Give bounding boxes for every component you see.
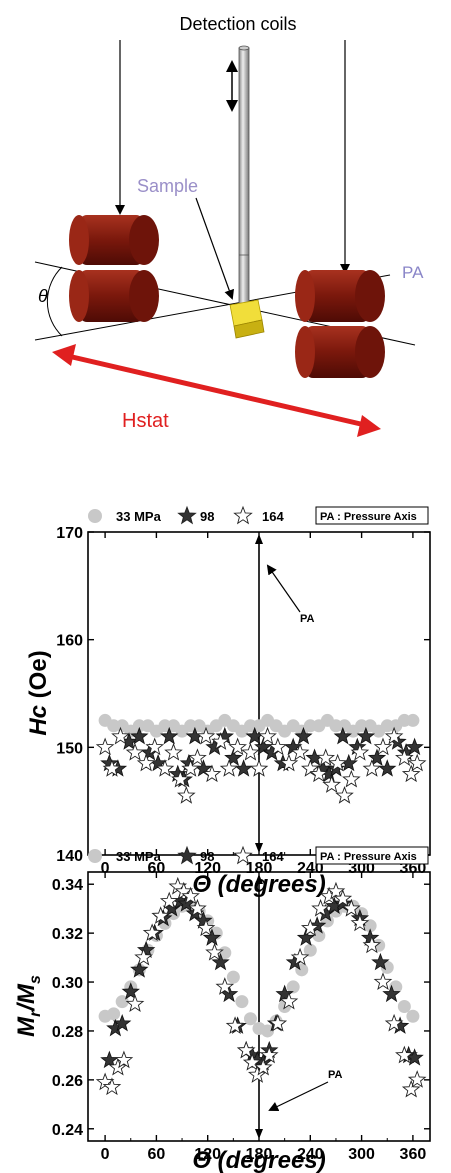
data-point-star-open <box>375 974 391 989</box>
y-tick-label: 170 <box>56 525 83 542</box>
data-point-circle <box>398 1000 411 1013</box>
mr-plot: 0 60 120 180 240 300 3600.240.260.280.300.320.… <box>13 872 430 1173</box>
data-point-circle <box>406 1010 419 1023</box>
series-164 <box>97 728 425 803</box>
x-tick-label: 60 <box>148 1146 166 1163</box>
y-axis-title: Mr/Ms <box>13 975 44 1037</box>
left-coil-pair <box>69 215 159 322</box>
right-coil-lower-back <box>295 326 315 378</box>
data-point-star-open <box>343 771 359 786</box>
y-tick-label: 0.28 <box>52 1024 83 1041</box>
data-point-star-open <box>178 787 194 802</box>
series-98 <box>101 893 422 1070</box>
data-point-circle <box>107 1007 120 1020</box>
sample-pointer <box>196 198 232 298</box>
pa-arrow-top <box>255 534 263 544</box>
data-point-circle <box>406 714 419 727</box>
data-point-star-open <box>230 739 246 754</box>
data-point-star-open <box>364 760 380 775</box>
data-point-star-open <box>127 744 143 759</box>
y-tick-label: 160 <box>56 633 83 650</box>
legend2-label-33mpa: 33 MPa <box>116 849 162 864</box>
hstat-label: Hstat <box>122 410 169 432</box>
y-tick-label: 0.32 <box>52 926 83 943</box>
sample-rod <box>239 46 249 306</box>
pa-annotation-arrow <box>268 566 300 612</box>
legend-label-98: 98 <box>200 509 214 524</box>
right-coil-upper-back <box>295 270 315 322</box>
y-axis-title: Hc (Oe) <box>25 650 52 735</box>
pa-annotation-label: PA <box>300 613 315 625</box>
y-axis-title-slash-m: /M <box>13 983 40 1012</box>
legend2-marker-98 <box>178 847 195 863</box>
legend-label-164: 164 <box>262 509 284 524</box>
data-point-star-open <box>403 766 419 781</box>
rod-top <box>239 46 249 50</box>
y-tick-label: 0.24 <box>52 1122 83 1139</box>
hc-legend: 33 MPa 98 164 PA : Pressure Axis <box>88 507 428 524</box>
legend2-label-98: 98 <box>200 849 214 864</box>
x-tick-label: 300 <box>348 1146 375 1163</box>
right-coil-upper-face <box>355 270 385 322</box>
left-coil-upper-back <box>69 215 89 265</box>
data-point-star-open <box>97 739 113 754</box>
left-coil-upper-face <box>129 215 159 265</box>
legend-marker-98 <box>178 507 195 523</box>
y-axis-title-main: Hc <box>25 705 52 736</box>
y-tick-label: 0.30 <box>52 975 83 992</box>
legend-label-33mpa: 33 MPa <box>116 509 162 524</box>
data-point-star-open <box>242 744 258 759</box>
sample-block <box>230 300 264 338</box>
legend2-label-164: 164 <box>262 849 284 864</box>
legend-marker-164 <box>234 507 251 523</box>
data-point-star-open <box>165 744 181 759</box>
rod-body <box>239 48 249 306</box>
y-tick-label: 0.26 <box>52 1073 83 1090</box>
left-coil-lower-back <box>69 270 89 322</box>
pa-annotation-label: PA <box>328 1069 343 1081</box>
legend2-pa-text: PA : Pressure Axis <box>320 851 417 863</box>
theta-arc <box>47 267 62 336</box>
legend-pa-text: PA : Pressure Axis <box>320 511 417 523</box>
x-axis-title: Θ (degrees) <box>192 1147 325 1173</box>
sample-label: Sample <box>137 176 198 196</box>
data-point-star-open <box>127 996 143 1011</box>
series-164 <box>97 878 425 1096</box>
y-axis-title-sub-s: s <box>27 975 44 984</box>
theta-label: θ <box>38 286 48 306</box>
x-tick-label: 0 <box>101 1146 110 1163</box>
data-point-circle <box>235 995 248 1008</box>
rod-motion-arrow <box>226 60 238 112</box>
y-axis-title-m: M <box>13 1016 40 1037</box>
right-coil-lower-face <box>355 326 385 378</box>
pa-label: PA <box>402 263 424 282</box>
schematic: Detection coils θ <box>35 14 424 437</box>
y-tick-label: 140 <box>56 848 83 865</box>
y-axis-title-unit: (Oe) <box>25 650 52 705</box>
data-point-star-open <box>336 787 352 802</box>
hc-plot: 0 60 120 180 240 300 360140150160170PAΘ (degre… <box>25 525 430 898</box>
hc-chart: 33 MPa 98 164 PA : Pressure Axis 0 60 120 1… <box>25 507 430 898</box>
pa-arrow-bottom <box>255 1129 263 1139</box>
y-tick-label: 0.34 <box>52 877 83 894</box>
right-coil-pair <box>295 270 385 378</box>
series-98 <box>101 728 422 786</box>
left-coil-lower-face <box>129 270 159 322</box>
data-point-circle <box>227 971 240 984</box>
y-tick-label: 150 <box>56 740 83 757</box>
x-tick-label: 360 <box>400 1146 427 1163</box>
pa-annotation-arrow <box>270 1082 328 1110</box>
detection-coils-label: Detection coils <box>179 14 296 34</box>
legend2-marker-33mpa <box>88 849 102 863</box>
legend-marker-33mpa <box>88 509 102 523</box>
